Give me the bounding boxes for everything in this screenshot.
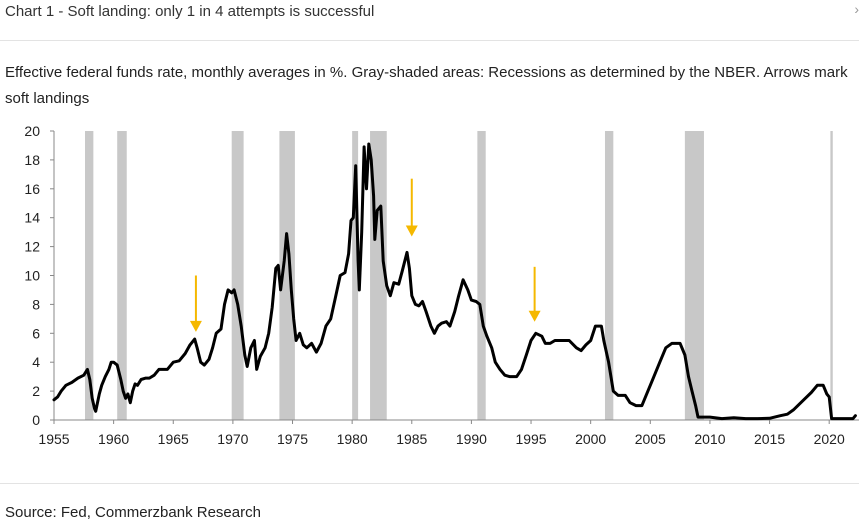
x-tick-label: 1975 — [277, 431, 308, 447]
soft-landing-arrow — [405, 178, 418, 237]
recession-shading — [85, 131, 833, 420]
x-tick-label: 1965 — [158, 431, 189, 447]
footer-divider — [0, 483, 859, 484]
x-tick-label: 2000 — [575, 431, 606, 447]
y-axis-ticks: 0 2 4 6 8 10 12 14 16 18 20 — [24, 123, 54, 428]
y-tick-label: 16 — [24, 181, 40, 197]
series-group — [52, 142, 857, 421]
recession-band — [604, 131, 614, 420]
expand-icon[interactable]: › — [854, 1, 859, 17]
arrow-head — [189, 320, 202, 332]
x-tick-label: 1955 — [38, 431, 69, 447]
soft-landing-arrow — [189, 275, 202, 332]
y-tick-label: 14 — [24, 210, 40, 226]
x-tick-label: 2020 — [814, 431, 845, 447]
y-tick-label: 6 — [32, 325, 40, 341]
recession-band — [279, 131, 295, 420]
recession-band — [352, 131, 359, 420]
recession-band — [830, 131, 833, 420]
y-tick-label: 4 — [32, 354, 40, 370]
recession-band — [231, 131, 244, 420]
recession-band — [477, 131, 486, 420]
arrow-head — [528, 310, 541, 322]
y-tick-label: 2 — [32, 383, 40, 399]
x-tick-label: 2005 — [635, 431, 666, 447]
x-tick-label: 1960 — [98, 431, 129, 447]
y-tick-label: 8 — [32, 296, 40, 312]
x-tick-label: 1995 — [515, 431, 546, 447]
soft-landing-arrows — [189, 178, 541, 332]
y-tick-label: 0 — [32, 412, 40, 428]
y-tick-label: 18 — [24, 152, 40, 168]
y-tick-label: 12 — [24, 239, 40, 255]
x-tick-label: 1985 — [396, 431, 427, 447]
x-tick-label: 1970 — [217, 431, 248, 447]
recession-band — [85, 131, 94, 420]
y-tick-label: 10 — [24, 268, 40, 284]
header-divider — [0, 40, 859, 41]
chart-axes — [53, 131, 859, 421]
chart-subtitle: Effective federal funds rate, monthly av… — [5, 64, 848, 107]
x-tick-label: 2015 — [754, 431, 785, 447]
chart-title: Chart 1 - Soft landing: only 1 in 4 atte… — [5, 3, 375, 20]
x-tick-label: 1990 — [456, 431, 487, 447]
x-tick-label: 1980 — [337, 431, 368, 447]
y-tick-label: 20 — [24, 123, 40, 139]
source-note: Source: Fed, Commerzbank Research — [5, 504, 261, 521]
x-axis-ticks: 1955 1960 1965 1970 1975 1980 1985 1990 1995 2000… — [38, 420, 845, 447]
x-tick-label: 2010 — [694, 431, 725, 447]
recession-band — [684, 131, 704, 420]
fed-funds-rate-line — [52, 142, 857, 421]
recession-band — [117, 131, 127, 420]
arrow-head — [405, 225, 418, 237]
soft-landing-arrow — [528, 266, 541, 322]
